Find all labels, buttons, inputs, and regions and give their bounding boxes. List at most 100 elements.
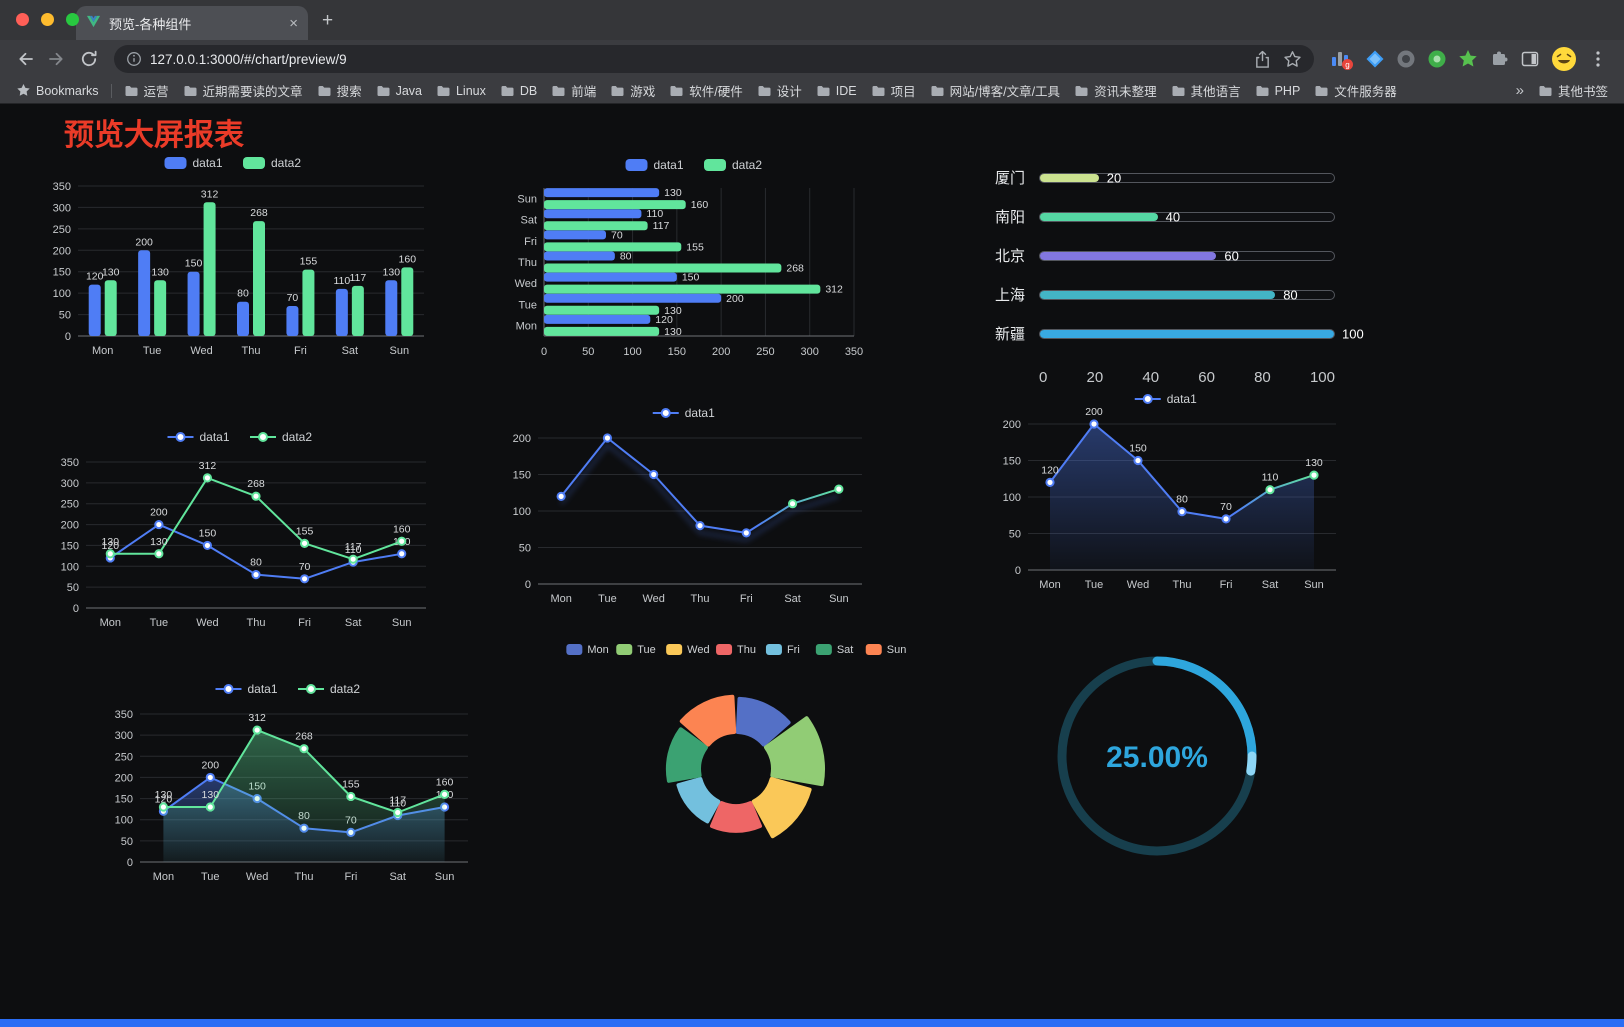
bookmark-folder[interactable]: Java	[370, 82, 428, 100]
svg-text:Sat: Sat	[837, 644, 854, 656]
close-window-button[interactable]	[16, 13, 29, 26]
axis-tick-label: 100	[1309, 369, 1335, 386]
bookmarks-overflow-chevron[interactable]: »	[1515, 82, 1524, 99]
forward-button[interactable]	[42, 44, 72, 74]
svg-text:Sat: Sat	[784, 593, 801, 605]
svg-text:Thu: Thu	[242, 345, 261, 357]
bookmark-folder-label: PHP	[1274, 83, 1301, 98]
grouped-bar-chart[interactable]: 0 50 100 150 200 250 300 350 Mon 120 130 Tue 200 130 W…	[34, 148, 436, 366]
bookmark-folder[interactable]: Linux	[430, 82, 492, 100]
progress-fill	[1040, 329, 1334, 338]
svg-text:130: 130	[150, 536, 168, 548]
bookmark-folder[interactable]: DB	[494, 82, 543, 100]
svg-text:120: 120	[1041, 464, 1059, 476]
bookmark-folder-label: 资讯未整理	[1094, 85, 1157, 99]
reload-button[interactable]	[74, 44, 104, 74]
progress-gauge-chart[interactable]: 25.00%	[1040, 638, 1274, 874]
share-icon[interactable]	[1254, 50, 1271, 69]
profile-avatar[interactable]	[1551, 46, 1577, 72]
green-circle-extension-icon[interactable]	[1427, 49, 1447, 69]
folder-icon	[611, 85, 624, 96]
bookmark-folder[interactable]: 资讯未整理	[1068, 79, 1163, 102]
svg-text:300: 300	[115, 730, 133, 742]
folder-icon	[125, 85, 138, 96]
bookmark-folder[interactable]: 项目	[865, 79, 922, 102]
svg-text:117: 117	[349, 272, 366, 284]
progress-row[interactable]: 南阳 40	[995, 197, 1373, 236]
bookmark-folder[interactable]: 游戏	[604, 79, 661, 102]
bookmark-folder[interactable]: IDE	[810, 82, 863, 100]
svg-text:Fri: Fri	[298, 617, 311, 629]
star-icon	[17, 84, 30, 96]
bookmark-folder[interactable]: 近期需要读的文章	[177, 79, 309, 102]
progress-row[interactable]: 上海 80	[995, 275, 1373, 314]
bookmarks-home[interactable]: Bookmarks	[10, 81, 105, 100]
area-line-chart[interactable]: 0 50 100 150 200 Mon Tue Wed Thu Fri Sat Sun 120 200 1…	[984, 384, 1352, 600]
progress-row[interactable]: 北京 60	[995, 236, 1373, 275]
zoom-window-button[interactable]	[66, 13, 79, 26]
other-bookmarks[interactable]: 其他书签	[1532, 79, 1614, 102]
svg-text:200: 200	[726, 293, 744, 305]
side-panel-icon[interactable]	[1520, 49, 1540, 69]
svg-text:Sun: Sun	[435, 871, 455, 883]
svg-text:data2: data2	[330, 682, 360, 696]
horizontal-bar-chart[interactable]: 0 50 100 150 200 250 300 350 Mon 120 130 Tue 200 130 W…	[500, 150, 892, 368]
progress-label: 厦门	[995, 170, 1026, 187]
svg-text:50: 50	[59, 310, 71, 322]
gradient-line-chart[interactable]: 0 50 100 150 200 Mon Tue Wed Thu Fri Sat Sun data1	[494, 398, 878, 614]
progress-value: 80	[1283, 287, 1298, 302]
menu-dots-icon[interactable]	[1588, 49, 1608, 69]
svg-text:data2: data2	[271, 156, 301, 170]
bookmark-folder[interactable]: 软件/硬件	[663, 79, 748, 102]
rose-donut-chart[interactable]: Mon Tue Wed Thu Fri Sat Sun	[546, 634, 926, 878]
tab-close-icon[interactable]: ×	[289, 14, 298, 32]
dual-area-line-chart[interactable]: 0 50 100 150 200 250 300 350 Mon Tue Wed Thu Fri Sat S…	[96, 674, 484, 892]
svg-text:155: 155	[686, 241, 704, 253]
svg-text:g: g	[1345, 60, 1349, 69]
gray-circle-extension-icon[interactable]	[1396, 49, 1416, 69]
progress-list: 厦门 20 南阳 40 北京 60 上海 80 新疆 100 0 20 40 60 80 100	[995, 156, 1373, 390]
back-button[interactable]	[10, 44, 40, 74]
url-text[interactable]: 127.0.0.1:3000/#/chart/preview/9	[150, 51, 347, 67]
site-info-icon[interactable]	[126, 51, 142, 67]
svg-text:50: 50	[67, 582, 79, 594]
green-star-extension-icon[interactable]	[1458, 49, 1478, 69]
svg-text:data1: data1	[1167, 392, 1197, 406]
bookmarks-home-label: Bookmarks	[36, 83, 99, 98]
bookmark-folder[interactable]: 运营	[118, 79, 175, 102]
metrics-extension-icon[interactable]: g	[1330, 47, 1354, 71]
svg-text:25.00%: 25.00%	[1106, 741, 1208, 774]
bookmark-folder[interactable]: 设计	[751, 79, 808, 102]
browser-tab[interactable]: 预览-各种组件 ×	[76, 6, 308, 40]
bookmark-folder[interactable]: 其他语言	[1165, 79, 1247, 102]
svg-text:Mon: Mon	[1039, 579, 1060, 591]
dual-line-chart[interactable]: 0 50 100 150 200 250 300 350 Mon Tue Wed Thu Fri Sat S…	[42, 422, 442, 638]
bookmark-folder[interactable]: 搜索	[311, 79, 368, 102]
svg-text:268: 268	[247, 478, 265, 490]
bookmark-star-icon[interactable]	[1283, 50, 1302, 69]
city-progress-chart[interactable]: 厦门 20 南阳 40 北京 60 上海 80 新疆 100 0 20 40 60 80 100	[995, 156, 1373, 390]
bookmark-folder-label: 软件/硬件	[689, 85, 743, 99]
bookmark-folder[interactable]: 文件服务器	[1308, 79, 1403, 102]
new-tab-button[interactable]: +	[322, 10, 334, 31]
bookmark-folder-label: 其他语言	[1190, 85, 1241, 99]
bookmark-folder[interactable]: PHP	[1249, 82, 1307, 100]
svg-text:Mon: Mon	[100, 617, 121, 629]
svg-text:312: 312	[199, 460, 217, 472]
svg-text:Sat: Sat	[1262, 579, 1279, 591]
progress-row[interactable]: 厦门 20	[995, 158, 1373, 197]
svg-text:150: 150	[1003, 456, 1021, 468]
extensions-puzzle-icon[interactable]	[1489, 49, 1509, 69]
svg-text:350: 350	[53, 181, 71, 193]
progress-fill	[1040, 173, 1099, 182]
address-bar[interactable]: 127.0.0.1:3000/#/chart/preview/9	[114, 45, 1314, 73]
gem-extension-icon[interactable]	[1365, 49, 1385, 69]
bookmark-folder[interactable]: 前端	[545, 79, 602, 102]
bookmark-folder[interactable]: 网站/博客/文章/工具	[924, 79, 1066, 102]
progress-row[interactable]: 新疆 100	[995, 314, 1373, 353]
svg-text:0: 0	[541, 346, 547, 358]
svg-text:268: 268	[250, 207, 268, 219]
svg-text:312: 312	[248, 712, 266, 724]
folder-icon	[552, 85, 565, 96]
minimize-window-button[interactable]	[41, 13, 54, 26]
